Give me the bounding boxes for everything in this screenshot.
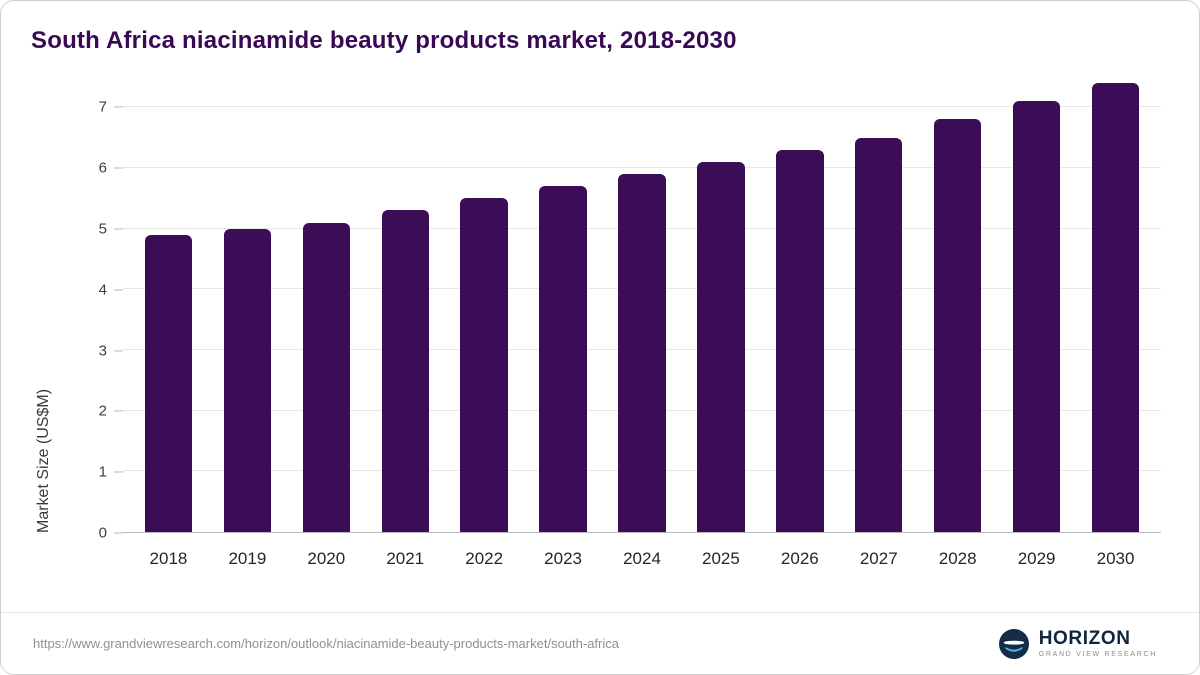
- horizon-logo: HORIZON GRAND VIEW RESEARCH: [998, 628, 1157, 659]
- bar-2025[interactable]: [697, 161, 745, 532]
- y-tick-label: 7: [99, 99, 123, 116]
- bar-2021[interactable]: [381, 210, 429, 532]
- logo-subtitle: GRAND VIEW RESEARCH: [1038, 651, 1157, 658]
- bar-2024[interactable]: [618, 174, 666, 532]
- bar-cell: [524, 77, 603, 532]
- bar-cell: [287, 77, 366, 532]
- x-tick-label: 2025: [702, 549, 740, 568]
- y-tick-label: 1: [99, 464, 123, 481]
- bar-2023[interactable]: [539, 186, 587, 532]
- x-tick-label: 2018: [149, 549, 188, 568]
- y-tick-label: 5: [99, 221, 123, 238]
- bar-2027[interactable]: [855, 137, 903, 532]
- bar-cell: [681, 77, 760, 532]
- y-tick-label: 6: [99, 160, 123, 177]
- bar-2022[interactable]: [460, 198, 508, 532]
- x-tick-label: 2024: [623, 549, 661, 568]
- horizon-logo-text: HORIZON GRAND VIEW RESEARCH: [1039, 629, 1157, 658]
- plot-area: [123, 77, 1161, 533]
- horizon-logo-icon: [998, 628, 1029, 659]
- x-tick-label: 2029: [1017, 549, 1056, 568]
- bar-cell: [445, 77, 524, 532]
- bar-cell: [997, 77, 1076, 532]
- y-tick-label: 4: [99, 281, 123, 298]
- bar-2019[interactable]: [223, 228, 272, 532]
- chart-title: South Africa niacinamide beauty products…: [31, 27, 737, 54]
- bar-2018[interactable]: [144, 234, 193, 532]
- bar-2020[interactable]: [302, 222, 350, 532]
- x-axis-labels: 2018 2019 2020 2021 2022 2023 2024 2025 2026 2027…: [123, 537, 1161, 573]
- bar-cell: [760, 77, 839, 532]
- x-tick-label: 2027: [859, 549, 898, 568]
- x-tick-label: 2019: [228, 549, 267, 568]
- bar-cell: [129, 77, 208, 532]
- y-tick-label: 0: [99, 525, 123, 542]
- x-tick-label: 2026: [780, 549, 819, 568]
- bar-cell: [208, 77, 287, 532]
- bar-cell: [1076, 77, 1155, 532]
- y-tick-label: 2: [99, 403, 123, 420]
- bar-cell: [366, 77, 445, 532]
- bar-cell: [839, 77, 918, 532]
- y-axis-ticks: 0 1 2 3 4 5 6 7: [31, 77, 123, 542]
- bar-cell: [603, 77, 682, 532]
- bars-container: [123, 77, 1161, 532]
- bar-2029[interactable]: [1012, 101, 1061, 532]
- bar-2026[interactable]: [776, 149, 824, 532]
- x-tick-label: 2020: [307, 549, 346, 568]
- x-tick-label: 2030: [1096, 549, 1135, 568]
- bar-cell: [918, 77, 997, 532]
- footer: https://www.grandviewresearch.com/horizo…: [1, 612, 1199, 674]
- gridline: [123, 167, 1161, 168]
- y-tick-label: 3: [99, 342, 123, 359]
- x-tick-label: 2028: [938, 549, 977, 568]
- bar-2030[interactable]: [1091, 83, 1140, 532]
- x-tick-label: 2023: [544, 549, 582, 568]
- logo-title: HORIZON: [1038, 628, 1131, 649]
- bar-2028[interactable]: [934, 119, 982, 532]
- source-url: https://www.grandviewresearch.com/horizo…: [33, 636, 619, 651]
- gridline: [123, 106, 1161, 108]
- x-tick-label: 2021: [386, 549, 425, 568]
- x-tick-label: 2022: [465, 549, 504, 568]
